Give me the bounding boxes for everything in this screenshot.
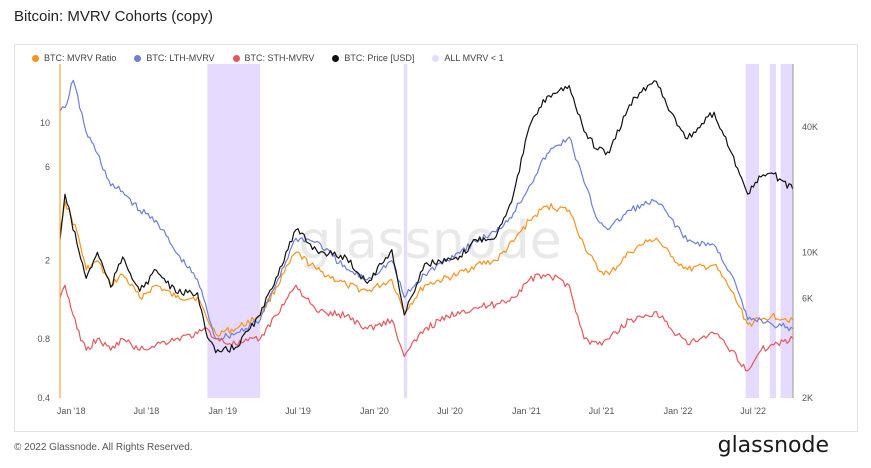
series-lines bbox=[59, 79, 794, 372]
left-tick-label-3: 6 bbox=[45, 162, 50, 172]
shaded-region-0 bbox=[207, 64, 261, 398]
legend-item-sth[interactable]: BTC: STH-MVRV bbox=[232, 53, 315, 63]
legend-label-price: BTC: Price [USD] bbox=[344, 53, 415, 63]
shaded-region-2 bbox=[745, 64, 759, 398]
legend-label-lth: BTC: LTH-MVRV bbox=[146, 53, 215, 63]
x-tick-label-3: Jul '19 bbox=[285, 406, 311, 416]
legend-label-mvrv: BTC: MVRV Ratio bbox=[44, 53, 117, 63]
chart-legend: BTC: MVRV Ratio BTC: LTH-MVRV BTC: STH-M… bbox=[32, 53, 504, 63]
x-tick-label-7: Jul '21 bbox=[589, 406, 615, 416]
x-tick-label-9: Jul '22 bbox=[740, 406, 766, 416]
x-tick-label-4: Jan '20 bbox=[360, 406, 389, 416]
x-tick-label-5: Jul '20 bbox=[437, 406, 463, 416]
x-tick-label-2: Jan '19 bbox=[208, 406, 237, 416]
watermark-text: glassnode bbox=[298, 211, 561, 271]
axes: 0.4 0.8 2 6 10 2K 6K 10K 40K Jan '18 Jul '18 Jan '1… bbox=[37, 64, 818, 416]
shaded-region-1 bbox=[403, 64, 408, 398]
left-tick-label-4: 10 bbox=[40, 118, 50, 128]
x-tick-label-1: Jul '18 bbox=[134, 406, 160, 416]
x-tick-label-6: Jan '21 bbox=[512, 406, 541, 416]
legend-item-lth[interactable]: BTC: LTH-MVRV bbox=[134, 53, 215, 63]
left-tick-label-0: 0.4 bbox=[37, 393, 50, 403]
left-tick-label-2: 2 bbox=[45, 256, 50, 266]
legend-label-sth: BTC: STH-MVRV bbox=[244, 53, 315, 63]
left-tick-label-1: 0.8 bbox=[37, 334, 50, 344]
right-tick-label-1: 6K bbox=[802, 294, 813, 304]
legend-dot-mvrv-below-one bbox=[432, 54, 440, 62]
copyright-footer: © 2022 Glassnode. All Rights Reserved. bbox=[14, 442, 193, 453]
legend-dot-lth bbox=[134, 54, 142, 62]
legend-dot-sth bbox=[232, 54, 240, 62]
brand-logo: glassnode bbox=[717, 433, 829, 458]
right-tick-label-0: 2K bbox=[802, 393, 813, 403]
series-line-3 bbox=[59, 80, 794, 354]
right-tick-label-3: 40K bbox=[802, 122, 818, 132]
shaded-region-4 bbox=[780, 64, 793, 398]
legend-item-mvrv[interactable]: BTC: MVRV Ratio bbox=[32, 53, 116, 63]
series-line-1 bbox=[59, 79, 794, 340]
chart-panel bbox=[14, 44, 858, 432]
shaded-region-3 bbox=[769, 64, 776, 398]
page-title: Bitcoin: MVRV Cohorts (copy) bbox=[14, 8, 213, 25]
legend-dot-price bbox=[332, 54, 340, 62]
right-tick-label-2: 10K bbox=[802, 247, 818, 257]
legend-item-price[interactable]: BTC: Price [USD] bbox=[332, 53, 414, 63]
x-tick-label-0: Jan '18 bbox=[57, 406, 86, 416]
legend-item-mvrv-below-one[interactable]: ALL MVRV < 1 bbox=[432, 53, 504, 63]
legend-label-mvrv-below-one: ALL MVRV < 1 bbox=[444, 53, 504, 63]
x-tick-label-8: Jan '22 bbox=[664, 406, 693, 416]
series-line-0 bbox=[59, 200, 794, 337]
series-line-2 bbox=[59, 273, 794, 372]
legend-dot-mvrv bbox=[32, 54, 39, 62]
